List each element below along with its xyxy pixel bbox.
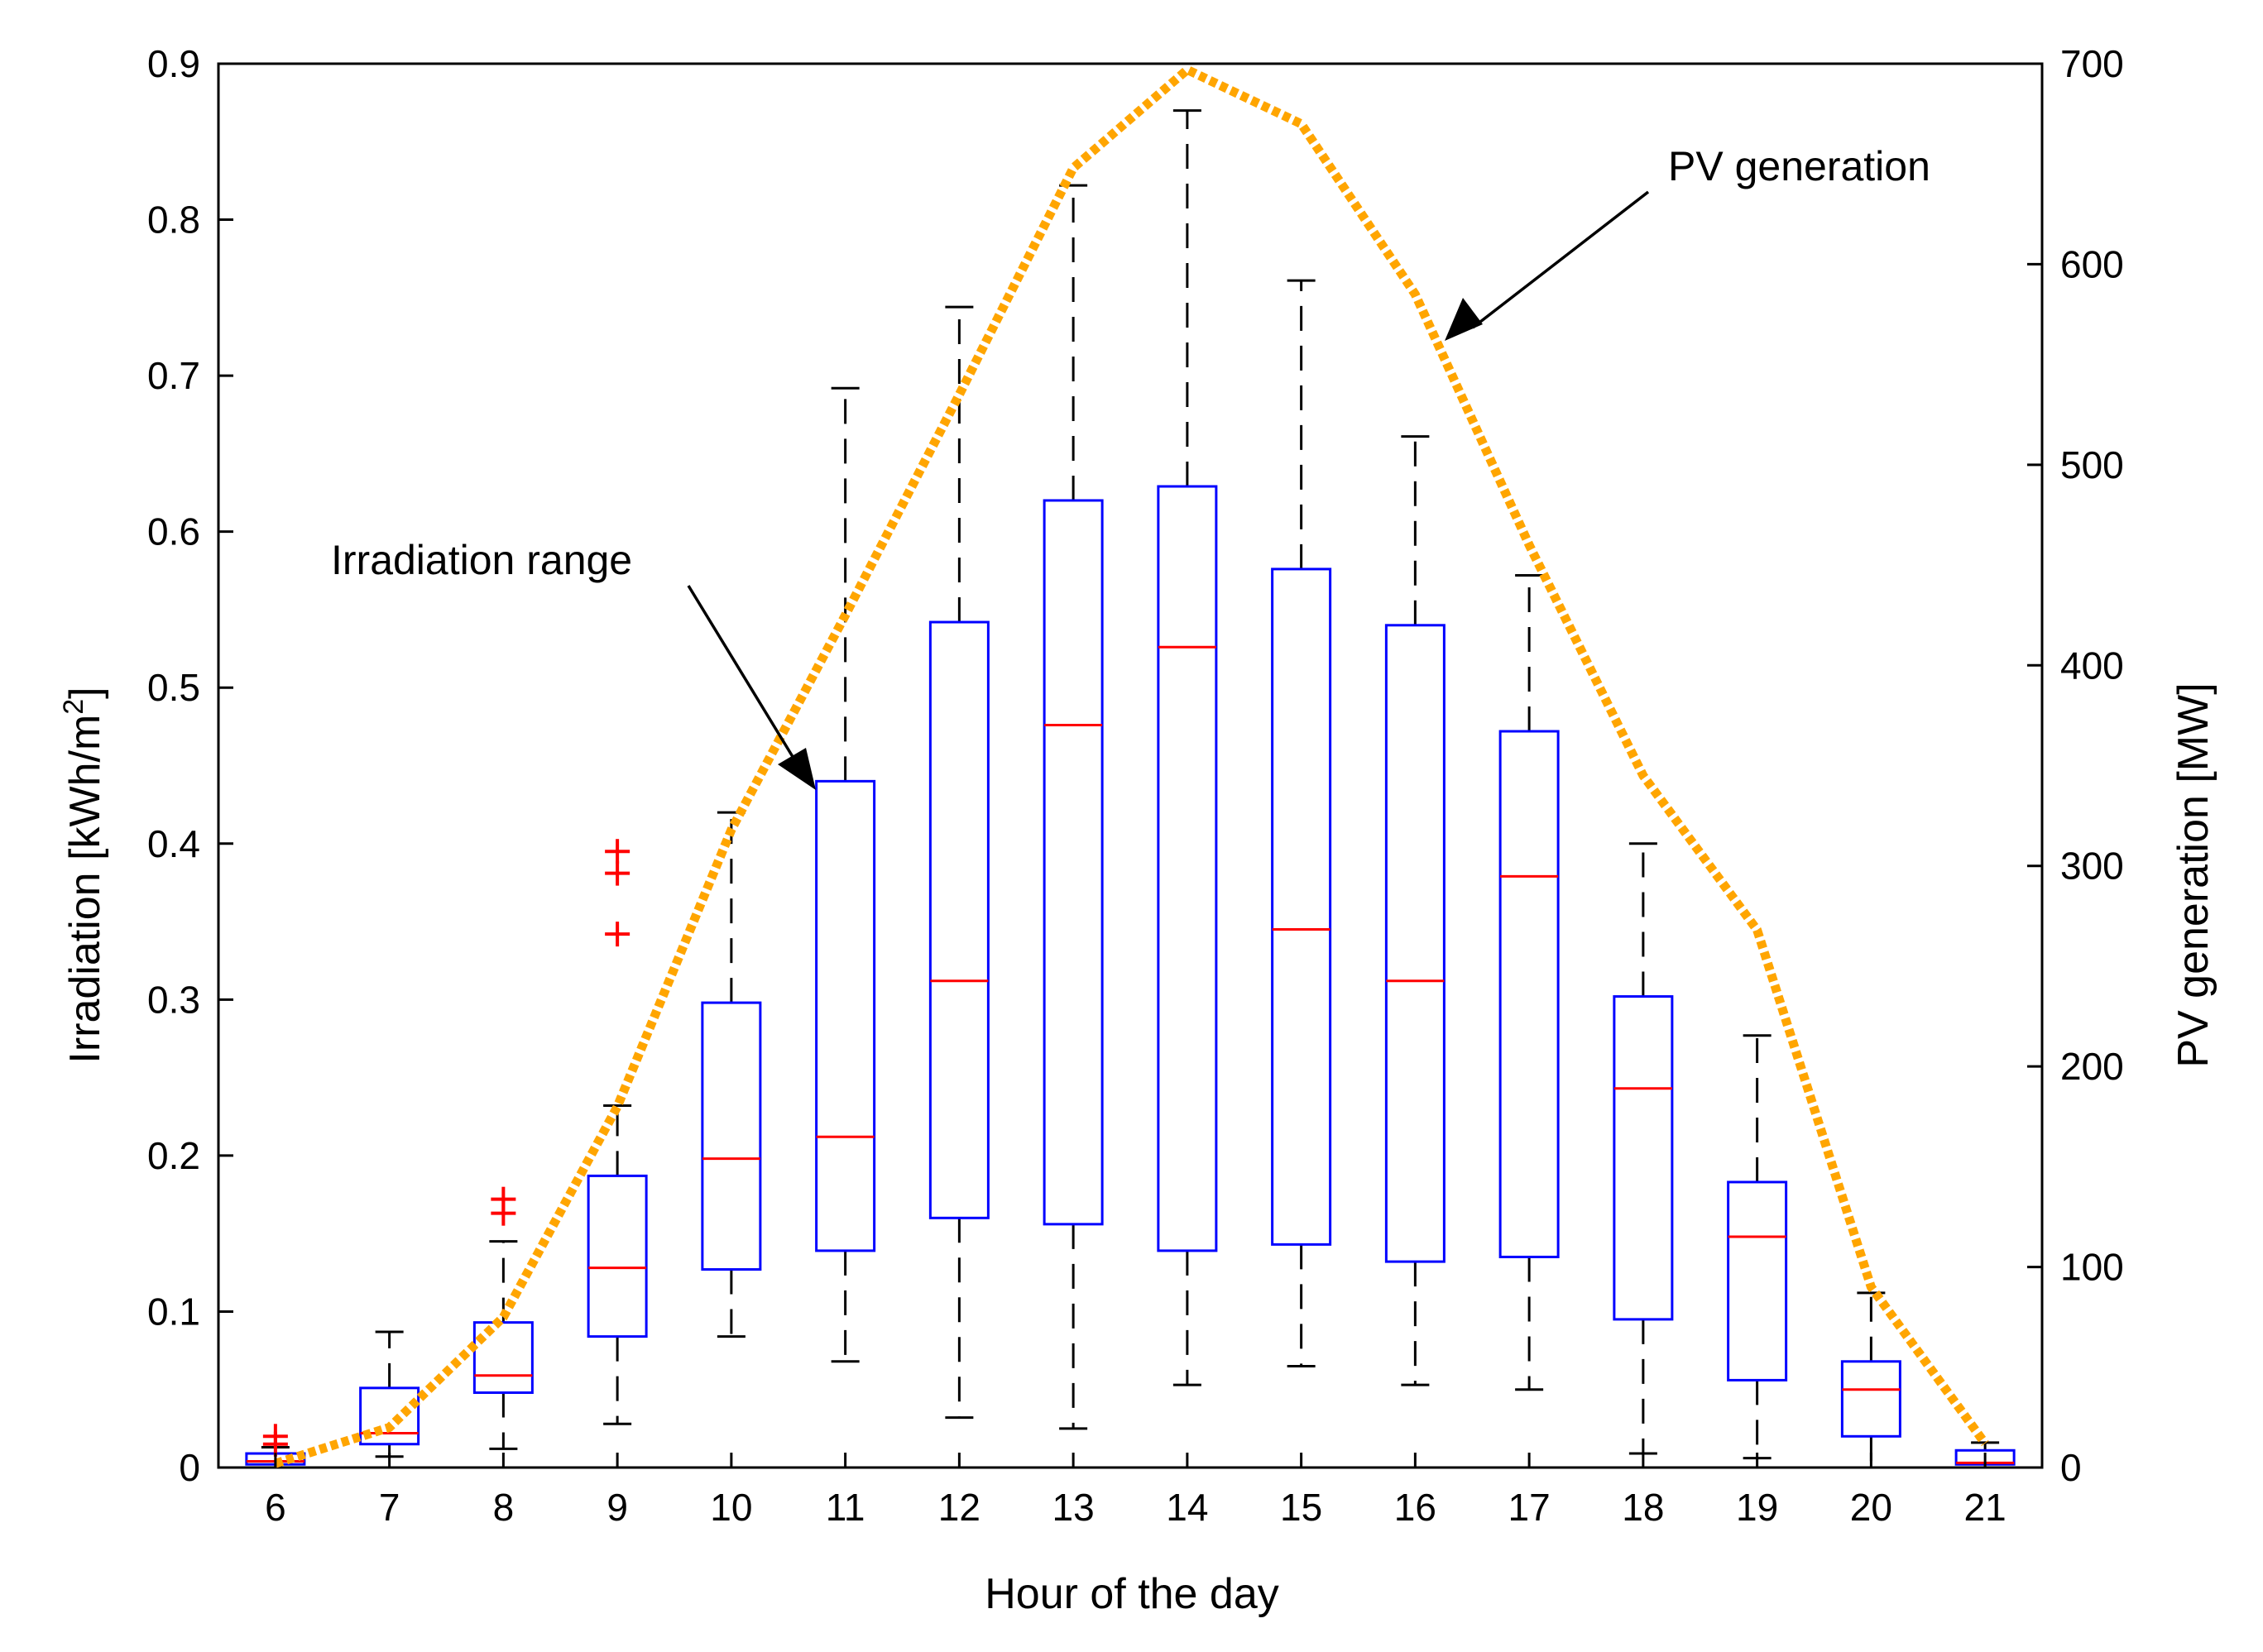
- x-tick-label: 11: [826, 1486, 865, 1529]
- box-iqr: [1840, 1360, 1901, 1438]
- tick-layer: 0 0.1 0.2 0.3 0.4 0.5 0.6 0.7 0.8 0.9 0 100 200 300 40…: [147, 42, 2124, 1529]
- x-axis-title: Hour of the day: [985, 1570, 1279, 1618]
- pv-line-layer: [274, 65, 1989, 1468]
- y-right-tick-label: 100: [2060, 1246, 2124, 1289]
- x-tick-label: 20: [1850, 1486, 1892, 1529]
- pv-generation-line: [274, 65, 1989, 1468]
- x-tick-label: 18: [1622, 1486, 1664, 1529]
- y-right-tick-label: 0: [2060, 1446, 2082, 1489]
- outlier-marker: [605, 839, 630, 864]
- plot-frame: [217, 62, 2044, 1469]
- annotation-irradiation-range-arrow-shaft: [687, 585, 796, 760]
- x-tick-label: 13: [1052, 1486, 1095, 1529]
- y-axis-left-title: Irradiation [kWh/m2]: [58, 687, 109, 1063]
- box-hour-19: [1727, 1034, 1788, 1460]
- y-right-tick-label: 600: [2060, 242, 2124, 285]
- outlier-marker: [262, 1424, 288, 1449]
- box-iqr: [1498, 730, 1560, 1258]
- y-left-tick-label: 0.3: [147, 978, 200, 1021]
- y-right-tick-label: 300: [2060, 845, 2124, 888]
- box-hour-14: [1157, 109, 1218, 1386]
- y-right-tick-label: 400: [2060, 644, 2124, 687]
- box-iqr: [472, 1321, 534, 1394]
- y-left-tick-label: 0.5: [147, 666, 200, 709]
- box-hour-12: [928, 305, 990, 1420]
- box-hour-13: [1043, 184, 1104, 1430]
- annotation-irradiation-range: Irradiation range: [331, 537, 816, 790]
- box-iqr: [1043, 499, 1104, 1226]
- x-tick-label: 16: [1394, 1486, 1436, 1529]
- x-tick-label: 10: [710, 1486, 752, 1529]
- outlier-marker: [491, 1186, 516, 1212]
- box-hour-10: [701, 811, 762, 1338]
- y-axis-left-title-sup: 2: [58, 699, 89, 715]
- y-right-tick-label: 700: [2060, 42, 2124, 85]
- annotation-pv-generation-arrow-shaft: [1471, 190, 1650, 329]
- y-left-tick-label: 0.8: [147, 199, 200, 242]
- y-right-tick-label: 200: [2060, 1045, 2124, 1088]
- box-hour-8: [472, 1186, 534, 1450]
- box-iqr: [701, 1001, 762, 1271]
- box-iqr: [815, 779, 876, 1252]
- annotation-pv-generation-arrowhead: [1445, 298, 1483, 341]
- boxplot-layer: [245, 109, 2016, 1469]
- y-left-tick-label: 0.7: [147, 354, 200, 397]
- y-left-tick-label: 0.1: [147, 1290, 200, 1333]
- annotation-irradiation-range-label: Irradiation range: [331, 537, 632, 583]
- box-iqr: [1613, 995, 1674, 1321]
- x-tick-label: 19: [1736, 1486, 1778, 1529]
- x-tick-label: 14: [1166, 1486, 1208, 1529]
- box-hour-17: [1498, 573, 1560, 1391]
- y-left-tick-label: 0: [179, 1446, 200, 1489]
- y-left-tick-label: 0.4: [147, 822, 200, 865]
- y-axis-left-title-close: ]: [61, 687, 109, 698]
- x-tick-label: 9: [607, 1486, 628, 1529]
- y-left-tick-label: 0.9: [147, 42, 200, 85]
- x-tick-label: 6: [265, 1486, 286, 1529]
- box-hour-9: [587, 839, 648, 1425]
- x-tick-label: 15: [1280, 1486, 1322, 1529]
- annotation-pv-generation: PV generation: [1445, 143, 1930, 341]
- box-hour-16: [1384, 435, 1446, 1386]
- y-axis-left-title-main: Irradiation [kWh/m: [61, 715, 109, 1064]
- box-hour-11: [815, 386, 876, 1363]
- y-left-tick-label: 0.6: [147, 510, 200, 553]
- y-right-tick-label: 500: [2060, 443, 2124, 486]
- box-hour-15: [1271, 279, 1332, 1367]
- y-left-tick-label: 0.2: [147, 1134, 200, 1177]
- box-iqr: [1157, 485, 1218, 1252]
- box-iqr: [359, 1386, 420, 1446]
- box-iqr: [1271, 567, 1332, 1246]
- x-tick-label: 8: [493, 1486, 515, 1529]
- axes-frame-layer: [217, 62, 2044, 1469]
- box-iqr: [587, 1174, 648, 1338]
- box-iqr: [928, 620, 990, 1219]
- box-hour-18: [1613, 842, 1674, 1455]
- box-hour-20: [1840, 1291, 1901, 1469]
- x-tick-label: 7: [379, 1486, 400, 1529]
- box-iqr: [1384, 624, 1446, 1263]
- x-tick-label: 17: [1508, 1486, 1551, 1529]
- x-tick-label: 21: [1964, 1486, 2006, 1529]
- box-iqr: [1727, 1180, 1788, 1381]
- outlier-marker: [605, 860, 630, 886]
- y-axis-right-title: PV generation [MW]: [2170, 682, 2217, 1067]
- x-tick-label: 12: [938, 1486, 980, 1529]
- annotation-irradiation-range-arrowhead: [778, 748, 816, 790]
- outlier-marker: [605, 922, 630, 947]
- annotation-pv-generation-label: PV generation: [1668, 143, 1930, 189]
